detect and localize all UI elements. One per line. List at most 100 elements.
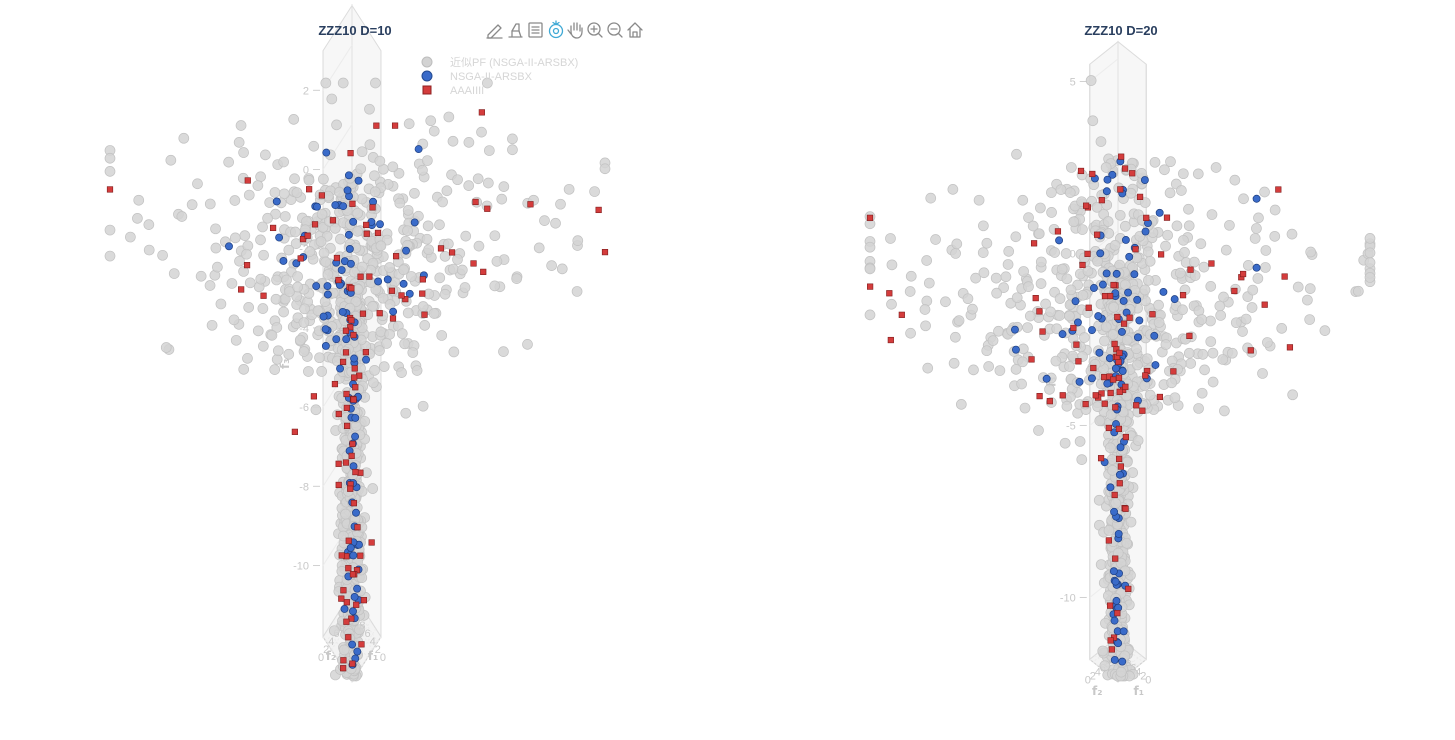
data-point[interactable] bbox=[1082, 400, 1089, 408]
data-point[interactable] bbox=[422, 155, 433, 166]
data-point[interactable] bbox=[374, 155, 386, 167]
data-point[interactable] bbox=[886, 290, 893, 297]
data-point[interactable] bbox=[160, 342, 172, 353]
data-point[interactable] bbox=[1110, 497, 1122, 509]
data-point[interactable] bbox=[384, 262, 395, 273]
data-point[interactable] bbox=[363, 221, 370, 229]
data-point[interactable] bbox=[1040, 298, 1051, 310]
data-point[interactable] bbox=[1032, 295, 1039, 302]
data-point[interactable] bbox=[352, 468, 359, 476]
data-point[interactable] bbox=[374, 229, 382, 237]
data-point[interactable] bbox=[1217, 354, 1229, 365]
data-point[interactable] bbox=[1121, 537, 1133, 549]
data-point[interactable] bbox=[1193, 403, 1204, 414]
data-point[interactable] bbox=[1119, 296, 1128, 305]
data-point[interactable] bbox=[1292, 281, 1304, 293]
data-point[interactable] bbox=[1150, 331, 1159, 340]
data-point[interactable] bbox=[362, 349, 369, 356]
data-point[interactable] bbox=[340, 665, 347, 672]
data-point[interactable] bbox=[1054, 310, 1065, 321]
data-point[interactable] bbox=[1364, 233, 1376, 244]
data-point[interactable] bbox=[978, 220, 989, 232]
data-point[interactable] bbox=[255, 273, 267, 285]
data-point[interactable] bbox=[396, 328, 408, 339]
data-point[interactable] bbox=[369, 197, 377, 206]
data-point[interactable] bbox=[347, 150, 354, 157]
data-point[interactable] bbox=[1023, 212, 1034, 223]
data-point[interactable] bbox=[1077, 289, 1089, 301]
data-point[interactable] bbox=[563, 183, 575, 195]
data-point[interactable] bbox=[1210, 162, 1222, 173]
data-point[interactable] bbox=[1179, 292, 1187, 299]
data-point[interactable] bbox=[1122, 456, 1133, 468]
data-point[interactable] bbox=[1153, 299, 1164, 311]
data-point[interactable] bbox=[349, 266, 360, 278]
data-point[interactable] bbox=[269, 224, 277, 232]
data-point[interactable] bbox=[1099, 660, 1111, 672]
data-point[interactable] bbox=[1103, 525, 1115, 536]
legend-item[interactable]: AAAIIII bbox=[422, 85, 484, 97]
data-point[interactable] bbox=[402, 225, 413, 237]
data-point[interactable] bbox=[421, 311, 428, 318]
data-point[interactable] bbox=[318, 192, 325, 199]
data-point[interactable] bbox=[349, 607, 357, 616]
data-point[interactable] bbox=[1042, 374, 1051, 383]
data-point[interactable] bbox=[1304, 283, 1316, 294]
data-point[interactable] bbox=[410, 218, 419, 227]
data-point[interactable] bbox=[1164, 187, 1176, 199]
data-point[interactable] bbox=[359, 310, 367, 317]
data-point[interactable] bbox=[1151, 361, 1160, 369]
data-point[interactable] bbox=[496, 193, 508, 205]
data-point[interactable] bbox=[1188, 256, 1200, 268]
data-point[interactable] bbox=[332, 335, 341, 344]
data-point[interactable] bbox=[1237, 326, 1248, 337]
data-point[interactable] bbox=[407, 347, 419, 358]
data-point[interactable] bbox=[1183, 203, 1194, 215]
data-point[interactable] bbox=[436, 330, 448, 341]
data-point[interactable] bbox=[1242, 260, 1254, 271]
data-point[interactable] bbox=[463, 136, 475, 148]
data-point[interactable] bbox=[550, 217, 561, 229]
data-point[interactable] bbox=[1117, 463, 1125, 470]
data-point[interactable] bbox=[1116, 349, 1123, 356]
data-point[interactable] bbox=[143, 219, 155, 230]
data-point[interactable] bbox=[345, 565, 352, 572]
data-point[interactable] bbox=[1118, 153, 1125, 160]
data-point[interactable] bbox=[258, 249, 269, 261]
data-point[interactable] bbox=[289, 173, 300, 185]
data-point[interactable] bbox=[334, 186, 345, 198]
orbit-rotation-icon[interactable] bbox=[547, 20, 565, 39]
data-point[interactable] bbox=[348, 452, 355, 460]
data-point[interactable] bbox=[362, 355, 370, 364]
data-point[interactable] bbox=[1281, 273, 1288, 280]
data-point[interactable] bbox=[1220, 244, 1232, 256]
data-point[interactable] bbox=[983, 361, 995, 372]
data-point[interactable] bbox=[527, 201, 534, 208]
toggle-spikelines-icon[interactable] bbox=[527, 21, 545, 39]
data-point[interactable] bbox=[204, 280, 216, 291]
data-point[interactable] bbox=[1114, 313, 1121, 321]
data-point[interactable] bbox=[947, 184, 959, 195]
data-point[interactable] bbox=[1101, 400, 1108, 407]
data-point[interactable] bbox=[323, 290, 332, 299]
data-point[interactable] bbox=[402, 296, 409, 303]
data-point[interactable] bbox=[1100, 162, 1112, 173]
data-point[interactable] bbox=[1093, 494, 1105, 506]
data-point[interactable] bbox=[1165, 156, 1176, 168]
data-point[interactable] bbox=[1018, 266, 1029, 277]
scene-zzz10-d20[interactable]: 50-5-10f₃0246810f₂1086420f₁ bbox=[864, 40, 1376, 698]
data-point[interactable] bbox=[306, 186, 313, 193]
data-point[interactable] bbox=[1205, 315, 1216, 327]
data-point[interactable] bbox=[281, 274, 292, 286]
data-point[interactable] bbox=[1229, 174, 1241, 186]
data-point[interactable] bbox=[260, 149, 271, 161]
data-point[interactable] bbox=[348, 285, 355, 292]
data-point[interactable] bbox=[364, 139, 376, 151]
data-point[interactable] bbox=[1364, 257, 1376, 268]
data-point[interactable] bbox=[345, 537, 352, 544]
data-point[interactable] bbox=[257, 340, 269, 352]
data-point[interactable] bbox=[421, 233, 433, 245]
pan-icon[interactable] bbox=[567, 21, 585, 39]
data-point[interactable] bbox=[1067, 350, 1079, 362]
data-point[interactable] bbox=[353, 647, 362, 656]
